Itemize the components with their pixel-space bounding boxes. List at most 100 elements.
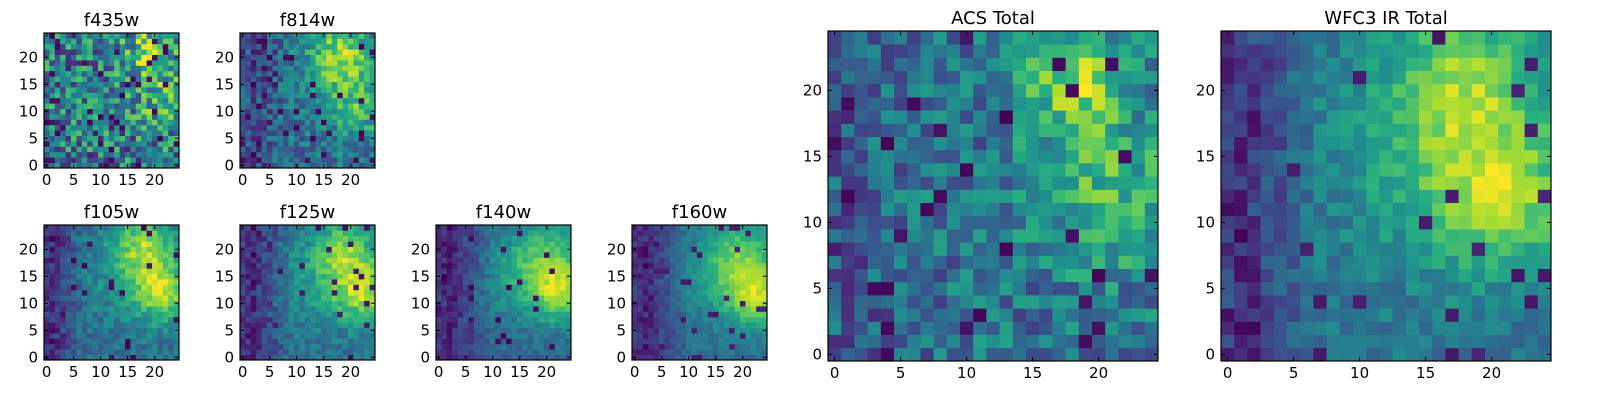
heatmap-cell bbox=[1026, 163, 1040, 177]
heatmap-cell bbox=[463, 235, 469, 242]
heatmap-cell bbox=[250, 257, 257, 264]
heatmap-cell bbox=[675, 279, 681, 285]
heatmap-cell bbox=[1273, 347, 1288, 362]
heatmap-cell bbox=[261, 311, 268, 318]
heatmap-cell bbox=[364, 103, 370, 109]
heatmap-cell bbox=[267, 235, 273, 242]
heatmap-cell bbox=[522, 257, 529, 264]
y-tick-label: 20 bbox=[607, 241, 626, 259]
heatmap-cell bbox=[632, 230, 638, 237]
heatmap-cell bbox=[560, 327, 566, 334]
heatmap-cell bbox=[473, 354, 480, 361]
heatmap-cell bbox=[1144, 347, 1159, 362]
heatmap-cell bbox=[76, 241, 83, 247]
heatmap-cell bbox=[495, 349, 502, 355]
heatmap-cell bbox=[745, 354, 752, 361]
heatmap-cell bbox=[81, 295, 88, 301]
panel-title: f140w bbox=[476, 202, 531, 223]
heatmap-cell bbox=[331, 87, 338, 93]
heatmap-cell bbox=[152, 49, 158, 55]
heatmap-cell bbox=[71, 60, 77, 66]
heatmap-cell bbox=[729, 252, 735, 258]
heatmap-cell bbox=[828, 123, 842, 137]
heatmap-cell bbox=[740, 311, 746, 318]
heatmap-cell bbox=[691, 262, 698, 269]
heatmap-cell bbox=[283, 70, 289, 77]
heatmap-cell bbox=[168, 327, 174, 334]
heatmap-cell bbox=[130, 338, 137, 345]
heatmap-cell bbox=[168, 43, 174, 50]
heatmap-cell bbox=[854, 44, 868, 58]
heatmap-cell bbox=[49, 135, 56, 142]
heatmap-cell bbox=[267, 262, 273, 269]
heatmap-cell bbox=[146, 141, 153, 147]
heatmap-cell bbox=[288, 252, 295, 258]
heatmap-cell bbox=[54, 97, 61, 104]
heatmap-cell bbox=[364, 38, 370, 45]
heatmap-cell bbox=[702, 300, 708, 307]
heatmap-cell bbox=[446, 316, 453, 323]
heatmap-cell bbox=[1419, 321, 1433, 335]
heatmap-cell bbox=[114, 146, 120, 153]
heatmap-cell bbox=[637, 262, 644, 269]
heatmap-cell bbox=[337, 103, 343, 109]
heatmap-cell bbox=[60, 252, 66, 258]
heatmap-cell bbox=[933, 70, 948, 85]
heatmap-cell bbox=[277, 97, 284, 104]
heatmap-cell bbox=[168, 284, 174, 291]
heatmap-cell bbox=[135, 108, 142, 115]
heatmap-cell bbox=[463, 268, 469, 274]
heatmap-cell bbox=[353, 235, 360, 242]
heatmap-cell bbox=[533, 230, 539, 237]
heatmap-cell bbox=[157, 124, 164, 131]
heatmap-cell bbox=[283, 60, 289, 66]
heatmap-cell bbox=[103, 87, 110, 93]
heatmap-cell bbox=[261, 246, 268, 253]
heatmap-cell bbox=[288, 322, 295, 328]
heatmap-cell bbox=[125, 38, 131, 45]
heatmap-cell bbox=[49, 97, 56, 104]
heatmap-cell bbox=[76, 252, 83, 258]
heatmap-cell bbox=[632, 268, 638, 274]
heatmap-cell bbox=[168, 316, 174, 323]
heatmap-cell bbox=[446, 306, 453, 312]
heatmap-cell bbox=[130, 103, 137, 109]
heatmap-cell bbox=[108, 316, 115, 323]
heatmap-cell bbox=[468, 241, 475, 247]
heatmap-cell bbox=[933, 321, 948, 335]
heatmap-cell bbox=[49, 81, 56, 88]
heatmap-cell bbox=[659, 230, 665, 237]
heatmap-cell bbox=[1366, 189, 1380, 203]
heatmap-cell bbox=[664, 262, 671, 269]
heatmap-cell bbox=[321, 60, 327, 66]
heatmap-cell bbox=[277, 124, 284, 131]
heatmap-cell bbox=[490, 257, 496, 264]
heatmap-cell bbox=[946, 242, 961, 256]
heatmap-cell bbox=[299, 87, 306, 93]
heatmap-cell bbox=[1432, 295, 1446, 309]
heatmap-cell bbox=[277, 349, 284, 355]
heatmap-cell bbox=[256, 124, 262, 131]
heatmap-cell bbox=[76, 33, 83, 39]
heatmap-cell bbox=[490, 235, 496, 242]
heatmap-cell bbox=[986, 110, 1000, 124]
heatmap-cell bbox=[669, 349, 676, 355]
heatmap-cell bbox=[729, 354, 735, 361]
heatmap-cell bbox=[538, 235, 545, 242]
heatmap-cell bbox=[527, 295, 534, 301]
heatmap-cell bbox=[441, 327, 448, 334]
heatmap-cell bbox=[538, 343, 545, 350]
heatmap-cell bbox=[734, 241, 741, 247]
heatmap-cell bbox=[1419, 295, 1433, 309]
heatmap-cell bbox=[506, 322, 512, 328]
heatmap-cell bbox=[348, 97, 354, 104]
heatmap-cell bbox=[337, 322, 343, 328]
heatmap-cell bbox=[986, 97, 1000, 111]
heatmap-cell bbox=[441, 343, 448, 350]
heatmap-cell bbox=[1065, 31, 1080, 45]
heatmap-cell bbox=[245, 108, 252, 115]
heatmap-cell bbox=[98, 92, 104, 99]
heatmap-cell bbox=[119, 257, 126, 264]
heatmap-cell bbox=[342, 108, 349, 115]
heatmap-cell bbox=[740, 289, 746, 296]
